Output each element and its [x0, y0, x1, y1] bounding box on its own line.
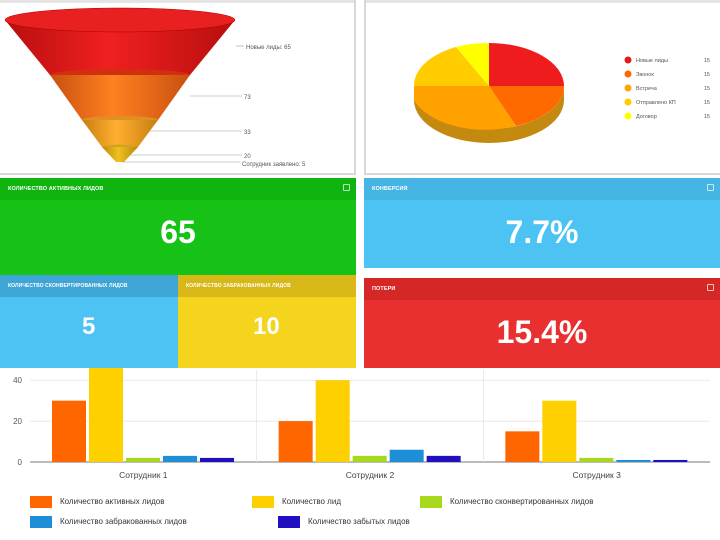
tile-value: 7.7%	[505, 214, 579, 250]
bar-3-2[interactable]	[352, 455, 387, 462]
panel-top-border	[366, 0, 720, 3]
pie-legend-label[interactable]: Отправлено КП	[636, 100, 676, 106]
legend-swatch	[30, 516, 52, 528]
pie-legend-value: 15	[704, 72, 710, 78]
collapse-icon[interactable]	[707, 284, 714, 291]
tile-title: КОЛИЧЕСТВО СКОНВЕРТИРОВАННЫХ ЛИДОВ	[0, 275, 178, 297]
tile-value: 65	[160, 214, 196, 250]
legend-dot	[624, 98, 632, 106]
funnel-label-4: 20	[244, 154, 251, 160]
pie-legend-label[interactable]: Встреча	[636, 86, 658, 92]
y-tick-label: 40	[13, 376, 22, 385]
funnel-label-5: Сотрудник заявлено: 5	[242, 162, 306, 168]
pie-legend-label[interactable]: Новые лиды	[636, 58, 668, 64]
pie-side	[414, 86, 564, 143]
tile-value: 10	[253, 313, 280, 340]
legend-dot	[624, 70, 632, 78]
pie-slice-new-leads	[489, 43, 564, 86]
funnel-section-4	[102, 147, 138, 162]
pie-slice-call	[489, 86, 564, 126]
bar-3-3[interactable]	[579, 457, 614, 462]
bar-1-1[interactable]	[52, 400, 86, 462]
x-tick-label: Сотрудник 2	[346, 470, 395, 480]
legend-dot	[624, 84, 632, 92]
funnel-section-1	[5, 20, 235, 75]
legend-swatch	[252, 496, 274, 508]
rejected-leads-tile: КОЛИЧЕСТВО ЗАБРАКОВАННЫХ ЛИДОВ 10	[178, 275, 356, 368]
pie-legend-value: 15	[704, 114, 710, 120]
tile-title: КОНВЕРСИЯ	[364, 178, 720, 200]
y-tick-label: 0	[18, 458, 23, 467]
bar-1-3[interactable]	[505, 431, 540, 462]
x-tick-label: Сотрудник 3	[572, 470, 621, 480]
bar-2-3[interactable]	[542, 400, 577, 462]
funnel-top-ellipse	[4, 7, 236, 33]
bar-chart-panel: 0 20 40 Сотрудник 1 Сотрудник 2 Сотрудник 3 К…	[0, 361, 720, 540]
legend-dot	[624, 112, 632, 120]
tile-value: 5	[82, 313, 96, 340]
conversion-tile: КОНВЕРСИЯ 7.7%	[364, 178, 720, 268]
legend-label: Количество сконвертированных лидов	[450, 497, 594, 506]
legend-dot	[624, 56, 632, 64]
pie-legend-label[interactable]: Договор	[636, 114, 657, 120]
losses-tile: ПОТЕРИ 15.4%	[364, 278, 720, 368]
legend-label: Количество забытых лидов	[308, 517, 410, 526]
pie-slice-proposal	[413, 47, 489, 86]
legend-label: Количество забракованных лидов	[60, 517, 187, 526]
bar-5-1[interactable]	[200, 457, 234, 462]
converted-leads-tile: КОЛИЧЕСТВО СКОНВЕРТИРОВАННЫХ ЛИДОВ 5	[0, 275, 178, 368]
bar-5-3[interactable]	[653, 459, 688, 462]
legend-label: Количество активных лидов	[60, 497, 165, 506]
x-tick-label: Сотрудник 1	[119, 470, 168, 480]
funnel-panel: Новые лиды: 65 73 33 20 Сотрудник заявле…	[0, 0, 356, 175]
legend-swatch	[420, 496, 442, 508]
bar-2-2[interactable]	[315, 380, 350, 462]
tile-title: КОЛИЧЕСТВО ЗАБРАКОВАННЫХ ЛИДОВ	[178, 275, 356, 297]
funnel-label-3: 33	[244, 130, 251, 136]
collapse-icon[interactable]	[707, 184, 714, 191]
bar-5-2[interactable]	[426, 455, 461, 462]
funnel-label-2: 73	[244, 95, 251, 101]
pie-slice-meeting	[414, 86, 516, 130]
legend-swatch	[278, 516, 300, 528]
pie-legend: Новые лиды 15 Звонок 15 Встреча 15 Отправлено …	[624, 56, 710, 120]
legend-label: Количество лид	[282, 497, 341, 506]
funnel-section-2	[50, 75, 190, 120]
bar-1-2[interactable]	[278, 421, 313, 462]
y-tick-label: 20	[13, 417, 22, 426]
tile-value: 15.4%	[496, 314, 588, 350]
tile-title: КОЛИЧЕСТВО АКТИВНЫХ ЛИДОВ	[0, 178, 356, 200]
bar-2-1[interactable]	[89, 361, 123, 462]
active-leads-tile: КОЛИЧЕСТВО АКТИВНЫХ ЛИДОВ 65	[0, 178, 356, 275]
panel-top-border	[0, 0, 354, 3]
pie-chart: Новые лиды 15 Звонок 15 Встреча 15 Отправлено …	[413, 42, 710, 143]
funnel-section-3	[82, 120, 158, 147]
pie-legend-value: 15	[704, 100, 710, 106]
tile-title: ПОТЕРИ	[364, 278, 720, 300]
bar-4-2[interactable]	[389, 449, 424, 462]
legend-swatch	[30, 496, 52, 508]
bar-chart: 0 20 40 Сотрудник 1 Сотрудник 2 Сотрудник 3	[13, 361, 710, 480]
pie-legend-value: 15	[704, 58, 710, 64]
pie-slice-contract	[456, 42, 489, 86]
pie-legend-value: 15	[704, 86, 710, 92]
funnel-label-1: Новые лиды: 65	[246, 45, 292, 51]
pie-panel: Новые лиды 15 Звонок 15 Встреча 15 Отправлено …	[364, 0, 720, 175]
bar-4-1[interactable]	[163, 455, 197, 462]
collapse-icon[interactable]	[343, 184, 350, 191]
bar-4-3[interactable]	[616, 459, 651, 462]
funnel-chart: Новые лиды: 65 73 33 20 Сотрудник заявле…	[4, 7, 306, 168]
pie-legend-label[interactable]: Звонок	[636, 72, 654, 78]
bar-3-1[interactable]	[126, 457, 160, 462]
